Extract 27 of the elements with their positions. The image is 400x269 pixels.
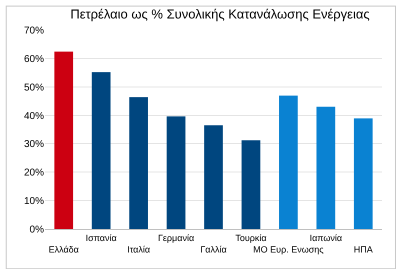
chart-title: Πετρέλαιο ως % Συνολικής Κατανάλωσης Ενέργειας [70,6,370,22]
y-tick-label: 20% [24,168,44,179]
y-tick-label: 70% [24,26,44,36]
bar [354,118,373,229]
bar [242,140,260,229]
y-tick-label: 10% [24,196,44,208]
bar [54,52,74,229]
x-tick-label: ΜΟ Ευρ. Ενωσης [253,244,324,254]
bar [316,106,336,229]
bar [129,97,148,229]
bar [279,96,298,229]
bar [92,72,111,229]
y-tick-label: 60% [24,54,44,65]
y-tick-label: 0% [30,224,44,236]
x-tick-label: Ιταλία [127,244,150,254]
bar [204,125,223,229]
y-tick-label: 40% [24,110,44,122]
x-tick-label: Τουρκία [235,232,267,243]
x-tick-label: Ιαπωνία [310,232,342,243]
y-tick-label: 50% [24,82,44,94]
x-tick-label: Γερμανία [158,232,194,243]
y-tick-label: 30% [24,139,44,150]
x-tick-label: Ελλάδα [48,244,79,254]
x-tick-label: ΗΠΑ [354,244,373,254]
x-tick-label: Γαλλία [200,244,227,254]
bar [166,116,186,229]
x-tick-label: Ισπανία [86,232,117,243]
